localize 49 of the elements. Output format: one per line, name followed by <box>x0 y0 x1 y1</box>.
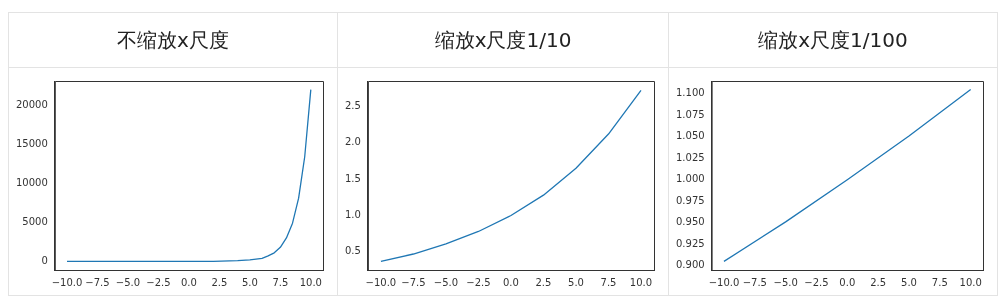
x-tick-label: −2.5 <box>146 276 171 288</box>
x-tick-label: 0.0 <box>839 276 856 288</box>
x-tick-label: −5.0 <box>115 276 141 288</box>
x-tick-label: 10.0 <box>299 276 322 288</box>
x-tick-label: −2.5 <box>466 276 491 288</box>
y-tick-label: 1.5 <box>345 172 361 184</box>
y-tick-label: 1.075 <box>675 108 705 120</box>
y-tick-label: 1.025 <box>675 151 705 163</box>
x-tick-label: −5.0 <box>773 276 798 288</box>
x-tick-label: 10.0 <box>959 276 982 288</box>
y-tick-label: 20000 <box>16 98 48 110</box>
y-tick-label: 1.0 <box>345 208 361 220</box>
x-tick-label: −10.0 <box>51 276 83 288</box>
x-tick-label: 7.5 <box>931 276 948 288</box>
chart-title: 不缩放x尺度 <box>9 13 337 68</box>
y-tick-label: 1.100 <box>675 86 705 98</box>
x-tick-label: 5.0 <box>901 276 917 288</box>
y-tick-label: 1.050 <box>675 129 705 141</box>
chart-title: 缩放x尺度1/100 <box>669 13 997 68</box>
x-tick-label: 0.0 <box>503 276 519 288</box>
x-tick-label: −7.5 <box>85 276 110 288</box>
x-tick-label: −7.5 <box>742 276 767 288</box>
x-tick-label: 0.0 <box>180 276 197 288</box>
x-tick-label: −7.5 <box>401 276 426 288</box>
y-tick-label: 0.950 <box>675 215 705 227</box>
x-tick-label: 7.5 <box>600 276 617 288</box>
x-tick-label: −5.0 <box>433 276 459 288</box>
chart-title: 缩放x尺度1/10 <box>338 13 668 68</box>
x-tick-label: 5.0 <box>568 276 584 288</box>
y-tick-label: 0.975 <box>675 194 705 206</box>
y-tick-label: 15000 <box>16 137 48 149</box>
x-tick-label: −10.0 <box>365 276 397 288</box>
x-tick-label: 2.5 <box>870 276 887 288</box>
y-tick-label: 0.5 <box>345 244 361 256</box>
y-tick-label: 0 <box>41 254 48 266</box>
x-tick-label: 5.0 <box>241 276 258 288</box>
x-tick-label: 10.0 <box>629 276 653 288</box>
x-tick-label: −10.0 <box>708 276 740 288</box>
y-tick-label: 0.925 <box>675 237 705 249</box>
x-tick-label: 2.5 <box>535 276 552 288</box>
y-tick-label: 2.0 <box>345 135 361 147</box>
y-tick-label: 0.900 <box>675 258 705 270</box>
y-tick-label: 5000 <box>22 215 48 227</box>
y-tick-label: 2.5 <box>345 99 361 111</box>
x-tick-label: −2.5 <box>804 276 829 288</box>
x-tick-label: 2.5 <box>211 276 228 288</box>
y-tick-label: 1.000 <box>675 172 705 184</box>
y-tick-label: 10000 <box>16 176 48 188</box>
x-tick-label: 7.5 <box>272 276 289 288</box>
